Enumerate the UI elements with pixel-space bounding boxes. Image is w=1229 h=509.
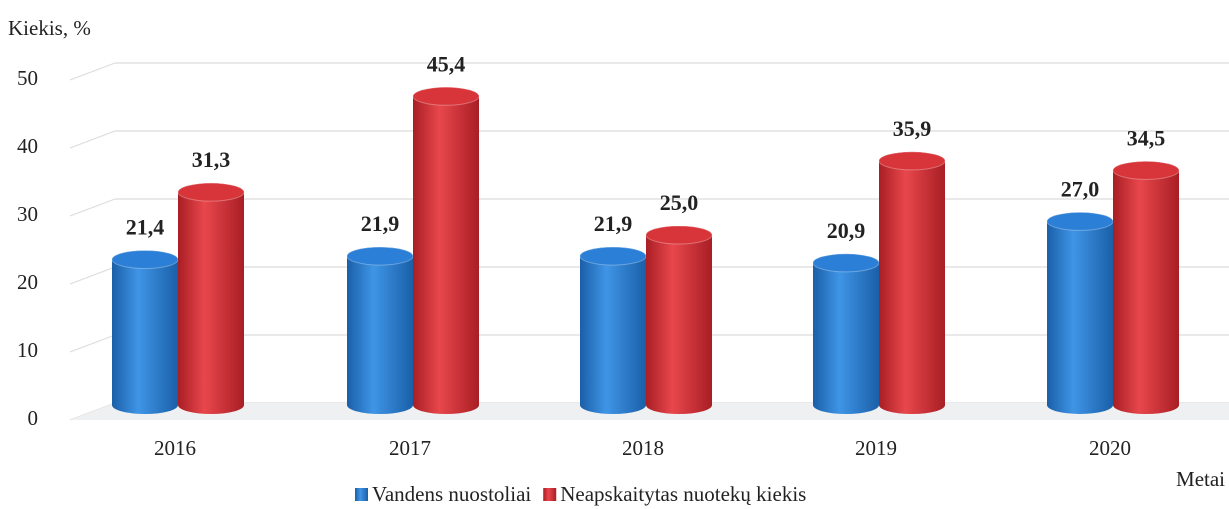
x-tick-label: 2019 <box>855 436 897 460</box>
bar-top <box>645 225 713 245</box>
legend-swatch <box>543 488 557 501</box>
value-label: 21,9 <box>594 211 633 236</box>
bar <box>347 247 413 414</box>
value-label: 27,0 <box>1061 176 1100 201</box>
value-label: 45,4 <box>427 51 466 76</box>
y-tick-label: 50 <box>17 66 38 90</box>
grid-line <box>69 266 116 285</box>
y-tick-label: 0 <box>28 406 39 430</box>
bar <box>178 183 244 414</box>
bar-top <box>1112 160 1180 180</box>
y-tick-label: 40 <box>17 134 38 158</box>
value-label: 21,4 <box>126 215 165 240</box>
legend-swatch <box>355 488 368 501</box>
y-tick-label: 30 <box>17 202 38 226</box>
bar-top <box>1046 211 1114 231</box>
bar <box>646 226 712 414</box>
grid-line <box>69 62 116 81</box>
bar <box>112 250 178 414</box>
value-label: 31,3 <box>192 147 231 172</box>
bar-top <box>177 182 245 202</box>
grid-line <box>69 198 116 217</box>
bar-top <box>346 246 414 266</box>
bar-top <box>579 246 647 266</box>
bar-top <box>878 151 946 171</box>
value-label: 35,9 <box>893 116 932 141</box>
bar <box>413 87 479 414</box>
value-label: 21,9 <box>361 211 400 236</box>
bar-top <box>812 253 880 273</box>
y-tick-label: 10 <box>17 338 38 362</box>
grid-line <box>69 130 116 149</box>
x-tick-label: 2016 <box>154 436 196 460</box>
legend-label: Vandens nuostoliai <box>372 482 531 506</box>
bar <box>813 253 879 414</box>
legend-label: Neapskaitytas nuotekų kiekis <box>560 482 806 506</box>
x-axis-label: Metai <box>1176 467 1225 491</box>
y-tick-label: 20 <box>17 270 38 294</box>
bar <box>879 151 945 414</box>
x-tick-label: 2017 <box>389 436 431 460</box>
x-tick-label: 2020 <box>1089 436 1131 460</box>
bar-top <box>111 249 179 269</box>
bar-top <box>412 86 480 106</box>
grid-line <box>69 334 116 353</box>
bar <box>1113 161 1179 414</box>
bar <box>1047 212 1113 414</box>
y-axis-label: Kiekis, % <box>8 16 91 40</box>
value-label: 25,0 <box>660 190 699 215</box>
x-tick-label: 2018 <box>622 436 664 460</box>
value-label: 34,5 <box>1127 125 1166 150</box>
value-label: 20,9 <box>827 218 866 243</box>
bar <box>580 247 646 414</box>
